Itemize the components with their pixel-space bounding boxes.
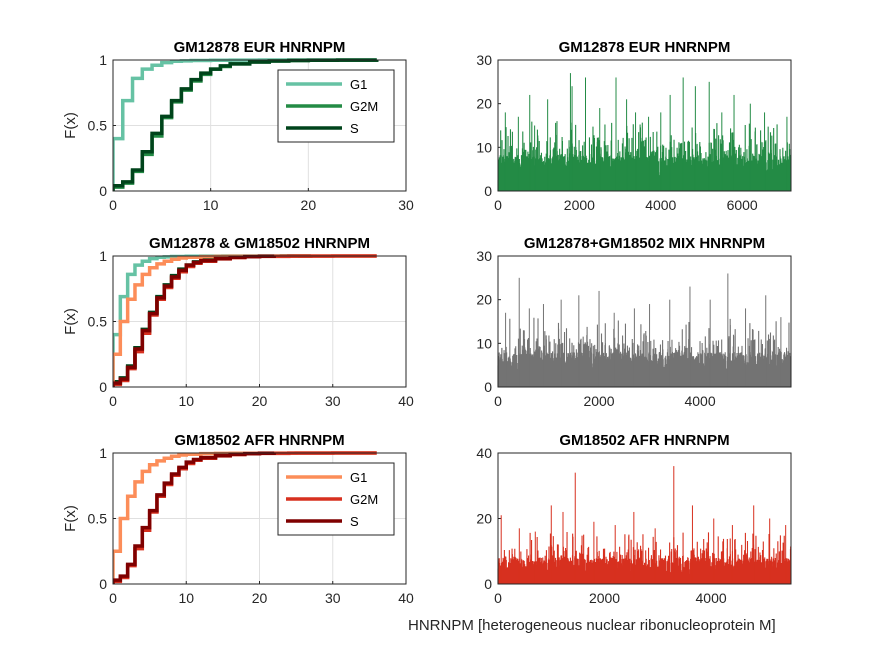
x-tick-label: 0 [494, 197, 502, 213]
legend: G1 G2M S [277, 69, 395, 143]
bar-panel-gm12878-eur: 0 2000 4000 6000 0 10 20 30 GM12878 EUR HNRNPM [476, 39, 792, 213]
x-tick-label: 2000 [589, 590, 620, 606]
legend-label: S [350, 121, 359, 136]
x-tick-label: 30 [325, 590, 341, 606]
legend-label: G2M [350, 492, 378, 507]
y-tick-label: 0.5 [88, 511, 108, 527]
x-tick-label: 10 [178, 590, 194, 606]
x-tick-label: 40 [398, 393, 414, 409]
y-tick-label: 30 [476, 52, 492, 68]
y-tick-label: 10 [476, 139, 492, 155]
y-tick-label: 1 [99, 52, 107, 68]
y-tick-label: 0.5 [88, 314, 108, 330]
x-tick-label: 4000 [645, 197, 676, 213]
x-tick-label: 10 [203, 197, 219, 213]
legend-label: G2M [350, 99, 378, 114]
bar-panel-mix: 0 2000 4000 0 10 20 30 GM12878+GM18502 MIX HNRN… [476, 235, 792, 409]
axes-title: GM12878 EUR HNRNPM [174, 39, 346, 56]
axes-title: GM12878+GM18502 MIX HNRNPM [524, 235, 765, 252]
axes-box [112, 255, 407, 388]
axes-title: GM18502 AFR HNRNPM [174, 432, 344, 449]
x-tick-label: 0 [494, 590, 502, 606]
x-tick-label: 4000 [684, 393, 715, 409]
legend-label: S [350, 514, 359, 529]
x-tick-label: 2000 [564, 197, 595, 213]
y-tick-label: 0 [99, 183, 107, 199]
y-tick-label: 0 [484, 576, 492, 592]
ecdf-series-line [113, 254, 276, 387]
legend-label: G1 [350, 470, 367, 485]
y-tick-label: 0 [484, 183, 492, 199]
x-tick-label: 10 [178, 393, 194, 409]
ecdf-panel-gm12878-eur: 0 10 20 30 0 0.5 1 GM12878 EUR HNRNPM F(x) G1 G2M S [62, 39, 414, 213]
x-tick-label: 0 [109, 590, 117, 606]
y-tick-label: 30 [476, 248, 492, 264]
x-tick-label: 20 [252, 590, 268, 606]
axes-box [497, 59, 792, 192]
x-tick-label: 0 [109, 197, 117, 213]
x-tick-label: 30 [398, 197, 414, 213]
y-tick-label: 1 [99, 248, 107, 264]
y-axis-label: F(x) [62, 112, 79, 139]
x-tick-label: 4000 [696, 590, 727, 606]
ecdf-series-line [113, 58, 379, 191]
y-axis-label: F(x) [62, 505, 79, 532]
axes-box [497, 255, 792, 388]
axes-title: GM12878 & GM18502 HNRNPM [149, 235, 370, 252]
x-tick-label: 20 [252, 393, 268, 409]
y-tick-label: 20 [476, 292, 492, 308]
bar-panel-gm18502-afr: 0 2000 4000 0 20 40 GM18502 AFR HNRNPM [476, 432, 792, 606]
y-tick-label: 0 [99, 576, 107, 592]
x-tick-label: 0 [494, 393, 502, 409]
y-axis-label: F(x) [62, 308, 79, 335]
axes-box [112, 59, 407, 192]
y-tick-label: 10 [476, 335, 492, 351]
x-tick-label: 0 [109, 393, 117, 409]
axes-title: GM12878 EUR HNRNPM [559, 39, 731, 56]
x-tick-label: 6000 [727, 197, 758, 213]
x-tick-label: 40 [398, 590, 414, 606]
ecdf-panel-gm18502-afr: 0 10 20 30 40 0 0.5 1 GM18502 AFR HNRNPM F(x) G1 G2… [62, 432, 414, 606]
y-tick-label: 0 [99, 379, 107, 395]
y-tick-label: 0 [484, 379, 492, 395]
x-tick-label: 30 [325, 393, 341, 409]
axes-box [112, 452, 407, 585]
figure-xlabel: HNRNPM [heterogeneous nuclear ribonucleo… [408, 617, 776, 634]
x-tick-label: 20 [301, 197, 317, 213]
x-tick-label: 2000 [583, 393, 614, 409]
legend-label: G1 [350, 77, 367, 92]
axes-box [497, 452, 792, 585]
y-tick-label: 40 [476, 445, 492, 461]
y-tick-label: 20 [476, 511, 492, 527]
axes-title: GM18502 AFR HNRNPM [559, 432, 729, 449]
y-tick-label: 20 [476, 96, 492, 112]
legend: G1 G2M S [277, 462, 395, 536]
ecdf-series-line [113, 451, 276, 584]
y-tick-label: 1 [99, 445, 107, 461]
y-tick-label: 0.5 [88, 118, 108, 134]
ecdf-panel-mix: 0 10 20 30 40 0 0.5 1 GM12878 & GM18502 HNRNPM F(… [62, 235, 414, 409]
